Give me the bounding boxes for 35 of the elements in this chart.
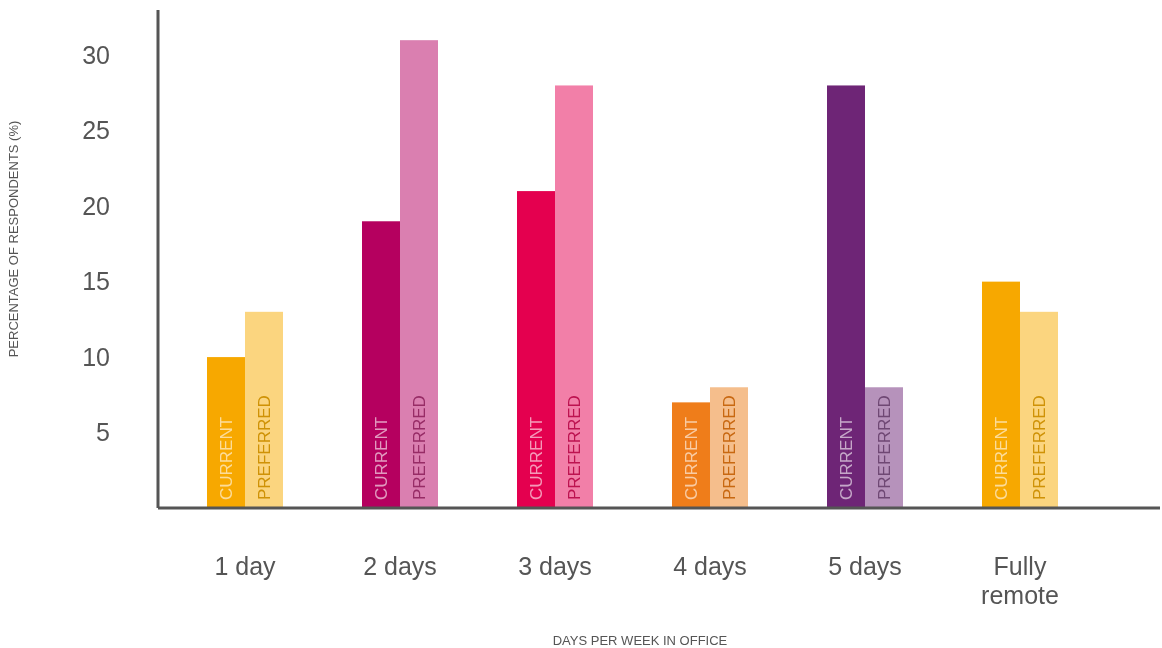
series-label: PREFERRED xyxy=(720,395,739,500)
text: PREFERRED xyxy=(255,395,274,500)
x-axis-title: DAYS PER WEEK IN OFFICE xyxy=(552,633,728,648)
text: CURRENT xyxy=(372,416,391,500)
text: CURRENT xyxy=(837,416,856,500)
x-tick-label: 4 days xyxy=(673,552,747,580)
x-tick-label: 5 days xyxy=(828,552,902,580)
bar xyxy=(517,191,555,508)
text: PREFERRED xyxy=(410,395,429,500)
text: PREFERRED xyxy=(1030,395,1049,500)
y-tick-label: 30 xyxy=(82,41,110,70)
bar xyxy=(555,85,593,508)
bar xyxy=(207,357,245,508)
text: CURRENT xyxy=(992,416,1011,500)
series-label: CURRENT xyxy=(217,416,236,500)
y-tick-label: 15 xyxy=(82,267,110,296)
text: PREFERRED xyxy=(875,395,894,500)
bar xyxy=(245,311,283,508)
x-tick-label: 3 days xyxy=(518,552,592,580)
bar xyxy=(827,85,865,508)
y-tick-label: 25 xyxy=(82,116,110,145)
bar xyxy=(1020,311,1058,508)
bar xyxy=(982,281,1020,508)
y-tick-label: 5 xyxy=(96,418,110,447)
text: PREFERRED xyxy=(565,395,584,500)
text: CURRENT xyxy=(682,416,701,500)
bar xyxy=(362,221,400,508)
y-tick-label: 20 xyxy=(82,191,110,220)
x-tick-label: 1 day xyxy=(214,552,277,580)
x-tick-label: 2 days xyxy=(363,552,437,580)
y-axis-title: PERCENTAGE OF RESPONDENTS (%) xyxy=(6,120,21,358)
bar xyxy=(400,40,438,508)
text: CURRENT xyxy=(527,416,546,500)
x-tick-label: Fully remote xyxy=(981,552,1059,609)
y-tick-label: 10 xyxy=(82,342,110,371)
